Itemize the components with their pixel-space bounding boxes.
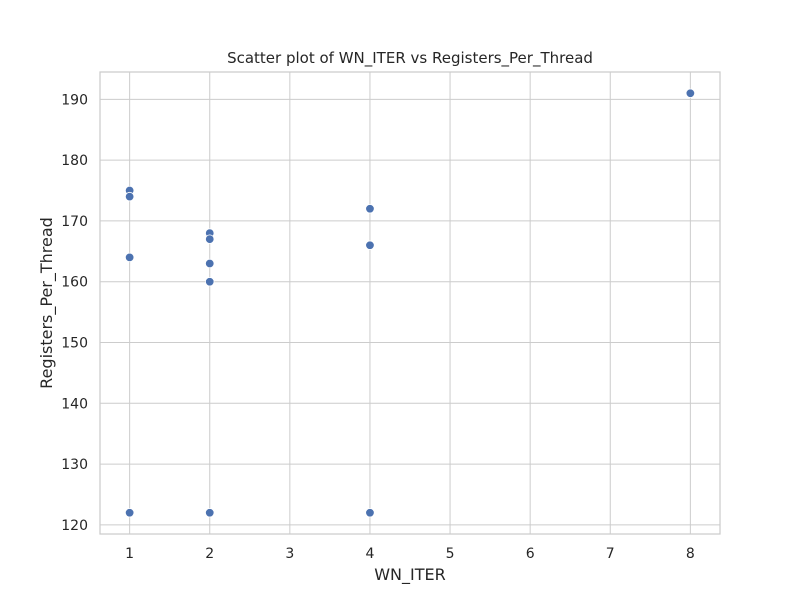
scatter-point	[205, 258, 215, 269]
y-grid	[100, 98, 720, 526]
scatter-point	[365, 508, 375, 518]
y-tick-label: 140	[61, 396, 88, 412]
scatter-point	[365, 204, 375, 214]
y-tick-label: 180	[61, 153, 88, 169]
x-tick-labels: 1 2 3 4 5 6 7 8	[125, 546, 695, 562]
scatter-point	[205, 234, 215, 244]
x-tick-label: 5	[446, 546, 455, 562]
scatter-point	[205, 508, 215, 518]
x-axis-label: WN_ITER	[374, 565, 446, 585]
x-grid	[129, 72, 691, 534]
y-tick-label: 190	[61, 92, 88, 108]
y-tick-labels: 120 130 140 150 160 170 180 190	[61, 92, 88, 534]
x-tick-label: 6	[526, 546, 535, 562]
scatter-point	[124, 508, 135, 518]
x-tick-label: 8	[686, 546, 695, 562]
y-axis-label: Registers_Per_Thread	[37, 217, 57, 389]
x-tick-label: 4	[365, 546, 374, 562]
scatter-point	[205, 277, 215, 287]
x-tick-label: 7	[606, 546, 615, 562]
x-tick-label: 1	[125, 546, 134, 562]
plot-area	[99, 71, 721, 535]
scatter-point	[124, 191, 135, 202]
x-tick-label: 2	[205, 546, 214, 562]
y-tick-label: 150	[61, 336, 88, 352]
scatter-point	[124, 252, 135, 263]
y-tick-label: 170	[61, 214, 88, 230]
y-tick-label: 130	[61, 457, 88, 473]
y-tick-label: 160	[61, 275, 88, 291]
scatter-points	[124, 88, 696, 518]
chart-title: Scatter plot of WN_ITER vs Registers_Per…	[227, 49, 593, 68]
y-tick-label: 120	[61, 518, 88, 534]
scatter-point	[365, 240, 375, 250]
scatter-point	[685, 88, 696, 98]
x-tick-label: 3	[285, 546, 294, 562]
